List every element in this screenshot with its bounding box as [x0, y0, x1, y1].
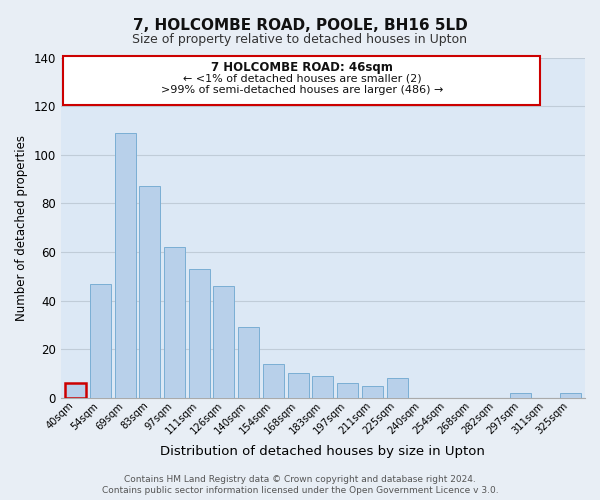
Bar — [337, 383, 358, 398]
Y-axis label: Number of detached properties: Number of detached properties — [15, 134, 28, 320]
Bar — [189, 269, 210, 398]
Bar — [510, 393, 531, 398]
Text: 7, HOLCOMBE ROAD, POOLE, BH16 5LD: 7, HOLCOMBE ROAD, POOLE, BH16 5LD — [133, 18, 467, 32]
Bar — [238, 328, 259, 398]
Bar — [115, 133, 136, 398]
Bar — [139, 186, 160, 398]
Bar — [287, 374, 308, 398]
Bar — [214, 286, 235, 398]
X-axis label: Distribution of detached houses by size in Upton: Distribution of detached houses by size … — [160, 444, 485, 458]
Bar — [362, 386, 383, 398]
Bar — [65, 383, 86, 398]
Text: Contains HM Land Registry data © Crown copyright and database right 2024.: Contains HM Land Registry data © Crown c… — [124, 475, 476, 484]
Bar — [263, 364, 284, 398]
Bar — [90, 284, 111, 398]
Bar — [386, 378, 407, 398]
Text: ← <1% of detached houses are smaller (2): ← <1% of detached houses are smaller (2) — [182, 74, 421, 84]
Text: Contains public sector information licensed under the Open Government Licence v : Contains public sector information licen… — [101, 486, 499, 495]
Bar — [313, 376, 334, 398]
FancyBboxPatch shape — [63, 56, 541, 105]
Bar — [164, 247, 185, 398]
Bar — [560, 393, 581, 398]
Text: Size of property relative to detached houses in Upton: Size of property relative to detached ho… — [133, 32, 467, 46]
Text: >99% of semi-detached houses are larger (486) →: >99% of semi-detached houses are larger … — [161, 84, 443, 94]
Text: 7 HOLCOMBE ROAD: 46sqm: 7 HOLCOMBE ROAD: 46sqm — [211, 61, 393, 74]
